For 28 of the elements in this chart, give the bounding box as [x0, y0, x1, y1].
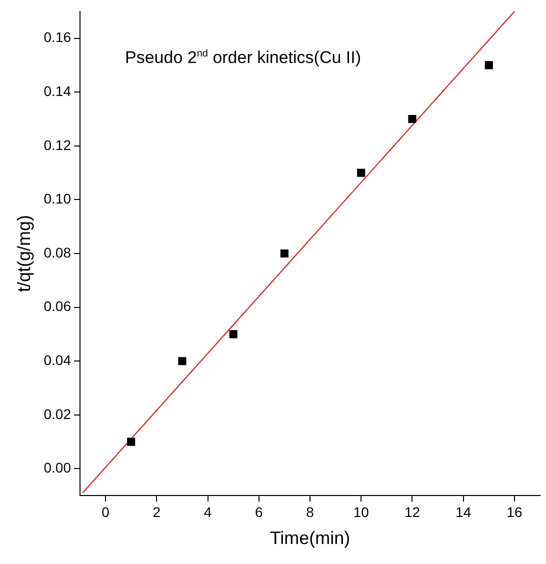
x-axis-title: Time(min): [270, 528, 350, 548]
y-tick-label: 0.10: [44, 190, 72, 207]
y-tick-label: 0.08: [44, 244, 72, 260]
point: [357, 168, 366, 177]
x-tick-label: 0: [102, 504, 110, 520]
y-axis-title: t/qt(g/mg): [14, 214, 34, 292]
y-tick-label: 0.14: [44, 82, 72, 99]
x-tick-label: 2: [152, 504, 161, 520]
x-tick-label: 12: [404, 504, 420, 520]
y-tick-label: 0.16: [44, 29, 72, 46]
x-tick-label: 6: [254, 504, 263, 520]
annotation: Pseudo 2$^{nd}$ order kinetics(Cu II): [125, 48, 362, 68]
point: [408, 114, 416, 124]
x-tick-label: 14: [456, 504, 472, 520]
x-tick-label: 16: [506, 504, 522, 520]
y-tick-label: 0.00: [44, 460, 72, 476]
x-tick-label: 10: [353, 504, 370, 520]
point: [280, 249, 288, 258]
point: [229, 330, 238, 338]
y-tick-label: 0.04: [44, 352, 72, 368]
y-tick-label: 0.12: [44, 136, 72, 153]
point: [178, 357, 186, 366]
x-tick-label: 8: [306, 504, 314, 520]
y-tick-label: 0.02: [44, 406, 72, 422]
point: [484, 61, 493, 70]
x-tick-label: 4: [204, 504, 212, 520]
point: [127, 438, 136, 446]
y-tick-label: 0.06: [44, 298, 72, 314]
